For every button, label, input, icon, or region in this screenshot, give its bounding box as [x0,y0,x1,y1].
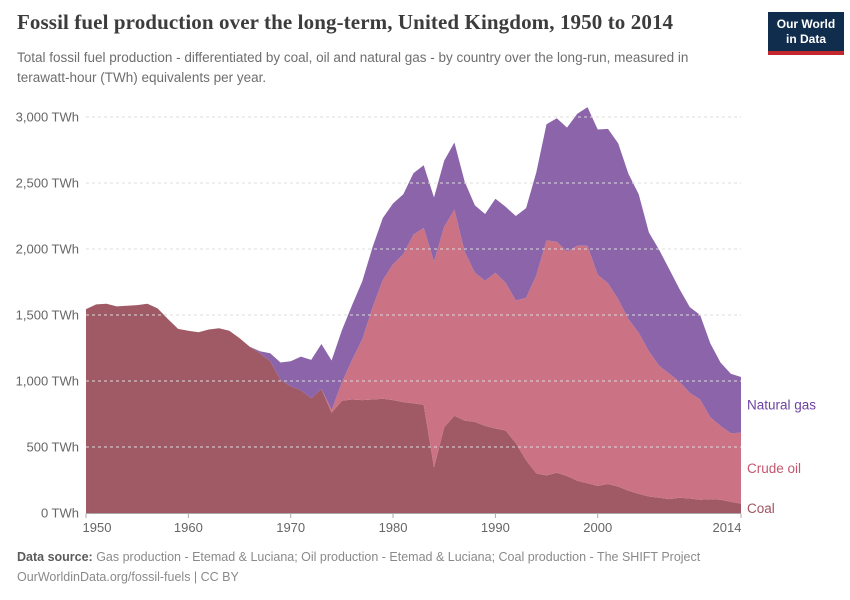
data-source-text: Gas production - Etemad & Luciana; Oil p… [92,550,701,564]
area-coal [86,303,741,513]
series-label-natural-gas: Natural gas [747,397,816,412]
series-label-coal: Coal [747,501,775,516]
x-tick-label-1950: 1950 [83,520,112,535]
area-crude-oil [86,209,741,504]
attribution-line: OurWorldinData.org/fossil-fuels | CC BY [17,570,239,584]
y-tick-label-1500: 1,500 TWh [16,308,79,323]
chart-title: Fossil fuel production over the long-ter… [17,10,674,34]
y-tick-label-500: 500 TWh [26,440,79,455]
data-source-label: Data source: [17,550,93,564]
x-tick-label-2014: 2014 [713,520,742,535]
x-tick-label-1990: 1990 [481,520,510,535]
x-tick-label-2000: 2000 [583,520,612,535]
owid-logo-line1: Our World [776,17,836,31]
y-tick-label-1000: 1,000 TWh [16,374,79,389]
y-tick-label-3000: 3,000 TWh [16,110,79,125]
x-tick-label-1980: 1980 [379,520,408,535]
data-source-line: Data source: Gas production - Etemad & L… [17,547,700,567]
y-tick-label-2000: 2,000 TWh [16,242,79,257]
x-tick-label-1960: 1960 [174,520,203,535]
owid-logo-line2: in Data [785,32,826,46]
y-tick-label-2500: 2,500 TWh [16,176,79,191]
y-tick-label-0: 0 TWh [41,506,79,521]
x-tick-label-1970: 1970 [276,520,305,535]
chart-footer: Data source: Gas production - Etemad & L… [17,547,700,587]
owid-logo: Our World in Data [768,12,844,55]
chart-subtitle: Total fossil fuel production - different… [17,50,689,85]
area-natural-gas [86,107,741,434]
series-label-crude-oil: Crude oil [747,461,801,476]
